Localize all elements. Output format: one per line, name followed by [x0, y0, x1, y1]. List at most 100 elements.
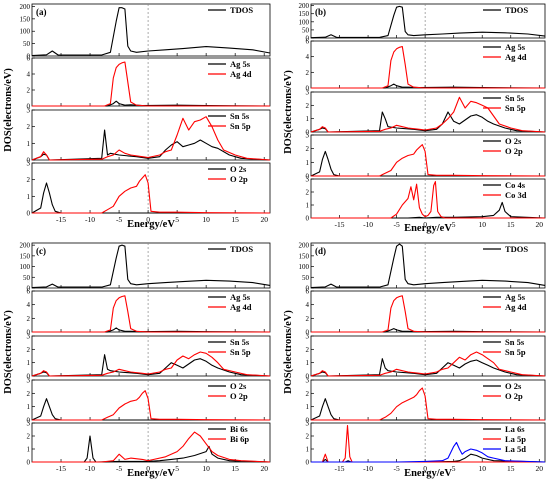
- y-tick-label: 100: [299, 263, 310, 271]
- series-line-bi-6s: [32, 435, 271, 463]
- legend-label: O 2s: [230, 164, 247, 174]
- series-line-ag-4d: [311, 295, 545, 333]
- y-tick-label: 150: [20, 15, 31, 23]
- y-tick-label: 3: [27, 333, 31, 341]
- y-tick-label: 0: [27, 329, 31, 337]
- y-tick-label: 200: [299, 242, 310, 250]
- y-tick-label: 0: [27, 285, 31, 293]
- y-tick-label: 100: [20, 28, 31, 36]
- x-tick-label: -5: [393, 220, 399, 229]
- y-tick-label: 2: [27, 87, 31, 95]
- y-tick-label: 0: [306, 85, 310, 93]
- subplot-frame: [31, 335, 271, 377]
- y-tick-label: 100: [299, 18, 310, 26]
- y-tick-label: 3: [27, 420, 31, 428]
- legend-label: TDOS: [505, 5, 528, 15]
- x-tick-label: -15: [335, 464, 345, 473]
- y-tick-label: 1: [27, 140, 31, 148]
- y-tick-label: 3: [306, 333, 310, 341]
- series-line-sn-5p: [31, 116, 271, 161]
- series-line-tdos: [310, 243, 546, 289]
- series-line-o-2p: [311, 144, 546, 177]
- subplot-2-0: 0 50 100 150 200 TDOS: [20, 242, 271, 293]
- series-line-sn-5s: [31, 129, 271, 161]
- legend-label: La 5p: [505, 434, 526, 444]
- x-axis-label: Energy/eV: [404, 223, 452, 234]
- series-line-o-2p: [32, 174, 271, 214]
- panel-label: (c): [36, 246, 46, 256]
- y-tick-label: 150: [299, 10, 310, 18]
- y-tick-label: 3: [27, 377, 31, 385]
- y-tick-label: 0: [306, 285, 310, 293]
- series-line-co-3d: [311, 181, 545, 219]
- y-tick-label: 6: [27, 55, 31, 63]
- y-tick-label: 0: [306, 373, 310, 381]
- legend-label: TDOS: [505, 244, 528, 254]
- y-tick-label: 0: [306, 35, 310, 43]
- series-line-la-5d: [311, 441, 546, 463]
- y-tick-label: 0: [27, 210, 31, 218]
- subplot-frame: [31, 242, 271, 289]
- subplot-3-0: 0 50 100 150 200 TDOS: [299, 242, 546, 293]
- series-line-ag-5s: [311, 83, 546, 89]
- y-tick-label: 0: [306, 459, 310, 467]
- x-tick-label: 0: [146, 464, 150, 473]
- legend-label: Sn 5p: [505, 103, 526, 113]
- y-tick-label: 1: [306, 446, 310, 454]
- x-tick-label: 0: [423, 220, 427, 229]
- x-tick-label: -10: [363, 220, 373, 229]
- legend-label: Sn 5s: [505, 93, 525, 103]
- y-tick-label: 50: [302, 274, 310, 282]
- legend-label: O 2p: [230, 391, 248, 401]
- series-line-o-2p: [32, 390, 271, 421]
- legend-label: Ag 4d: [505, 302, 527, 312]
- panel-label: (d): [315, 246, 326, 256]
- legend-label: Bi 6s: [230, 424, 248, 434]
- x-tick-label: 10: [202, 215, 210, 224]
- y-tick-label: 2: [306, 102, 310, 110]
- y-tick-label: 2: [306, 145, 310, 153]
- y-tick-label: 3: [306, 377, 310, 385]
- legend-label: O 2p: [505, 146, 523, 156]
- y-tick-label: 0: [306, 417, 310, 425]
- y-tick-label: 0: [306, 173, 310, 181]
- y-tick-label: 50: [23, 40, 31, 48]
- series-line-ag-4d: [311, 45, 545, 89]
- y-tick-label: 6: [306, 288, 310, 296]
- y-tick-label: 1: [306, 359, 310, 367]
- y-tick-label: 100: [20, 263, 31, 271]
- legend-label: Ag 5s: [505, 292, 526, 302]
- x-tick-label: 15: [507, 464, 515, 473]
- y-tick-label: 2: [27, 433, 31, 441]
- x-tick-label: -10: [85, 215, 95, 224]
- subplot-0-0: 0 50 100 150 200 TDOS: [20, 3, 271, 61]
- x-tick-label: -10: [85, 464, 95, 473]
- x-tick-label: 5: [452, 220, 456, 229]
- subplot-frame: [310, 335, 546, 377]
- y-tick-label: 1: [27, 359, 31, 367]
- legend-label: Co 3d: [505, 190, 527, 200]
- subplot-frame: [31, 422, 271, 463]
- y-tick-label: 1: [306, 202, 310, 210]
- y-tick-label: 200: [299, 2, 310, 10]
- x-tick-label: 15: [231, 215, 239, 224]
- subplot-frame: [31, 3, 271, 57]
- y-tick-label: 3: [306, 89, 310, 97]
- y-tick-label: 3: [27, 160, 31, 168]
- y-tick-label: 2: [27, 315, 31, 323]
- legend-label: Ag 5s: [230, 292, 251, 302]
- x-tick-label: 15: [507, 220, 515, 229]
- legend-label: Sn 5s: [230, 111, 250, 121]
